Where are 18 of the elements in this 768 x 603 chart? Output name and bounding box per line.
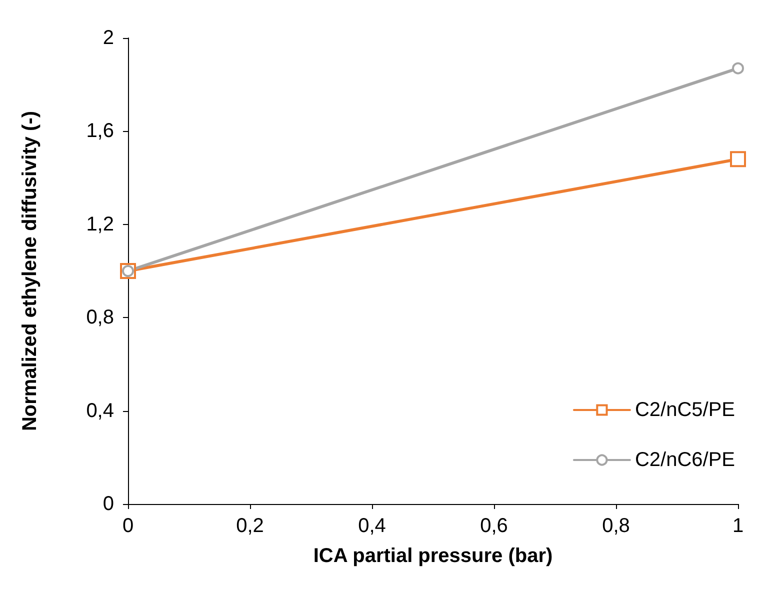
x-axis-title: ICA partial pressure (bar) (313, 545, 553, 567)
y-tick-label: 1,6 (86, 120, 114, 142)
x-tick-label: 0,6 (480, 515, 508, 537)
legend-label: C2/nC6/PE (634, 449, 736, 471)
x-tick-label: 0 (122, 515, 134, 537)
point (732, 62, 744, 74)
x-tick-label: 0,2 (236, 515, 264, 537)
y-tick-label: 0 (102, 493, 114, 515)
y-axis-title: Normalized ethylene diffusivity (-) (19, 110, 41, 432)
point (730, 151, 746, 168)
legend-label: C2/nC5/PE (634, 399, 736, 421)
x-tick-label: 1 (732, 515, 744, 537)
y-tick-label: 1,2 (86, 213, 114, 236)
y-tick-label: 0,8 (86, 306, 114, 329)
y-tick-label: 2 (102, 27, 114, 49)
y-tick-label: 0,4 (86, 400, 114, 422)
x-tick-label: 0,4 (358, 515, 386, 537)
x-tick-label: 0,8 (602, 515, 630, 537)
